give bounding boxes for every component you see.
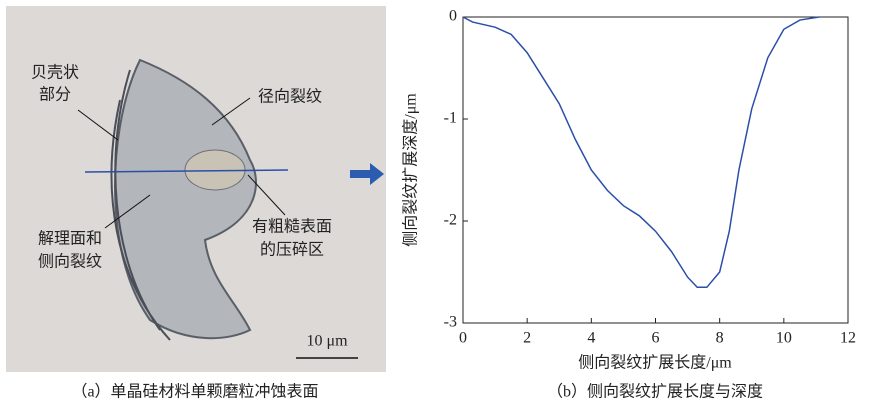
y-axis-label: 侧向裂纹扩展深度/μm — [402, 93, 420, 247]
y-tick-label: -2 — [444, 212, 457, 229]
scale-label: 10 μm — [306, 333, 348, 350]
figure: 10 μm 贝壳状 部分 径向裂纹 解理面和 侧向裂纹 有粗糙表面 的压碎区 （… — [0, 0, 870, 410]
annotation: 径向裂纹 — [258, 88, 322, 106]
annotation: 有粗糙表面 — [252, 218, 332, 236]
x-tick-label: 0 — [459, 330, 467, 347]
x-tick-label: 8 — [716, 330, 724, 347]
x-tick-label: 6 — [652, 330, 660, 347]
caption: （a）单晶硅材料单颗磨粒冲蚀表面 — [71, 383, 318, 401]
x-axis-label: 侧向裂纹扩展长度/μm — [578, 354, 732, 372]
y-tick-label: -3 — [444, 314, 457, 331]
annotation: 解理面和 — [38, 230, 102, 248]
x-tick-label: 10 — [776, 330, 792, 347]
annotation: 部分 — [39, 86, 71, 104]
annotation: 侧向裂纹 — [38, 253, 102, 271]
y-tick-label: 0 — [449, 8, 457, 25]
annotation: 的压碎区 — [260, 241, 324, 259]
data-line — [463, 17, 819, 287]
x-tick-label: 2 — [523, 330, 531, 347]
y-tick-label: -1 — [444, 110, 457, 127]
plot-frame — [463, 17, 848, 323]
x-tick-label: 4 — [587, 330, 595, 347]
caption: （b）侧向裂纹扩展长度与深度 — [547, 383, 763, 401]
x-tick-label: 12 — [840, 330, 856, 347]
annotation: 贝壳状 — [31, 64, 79, 82]
